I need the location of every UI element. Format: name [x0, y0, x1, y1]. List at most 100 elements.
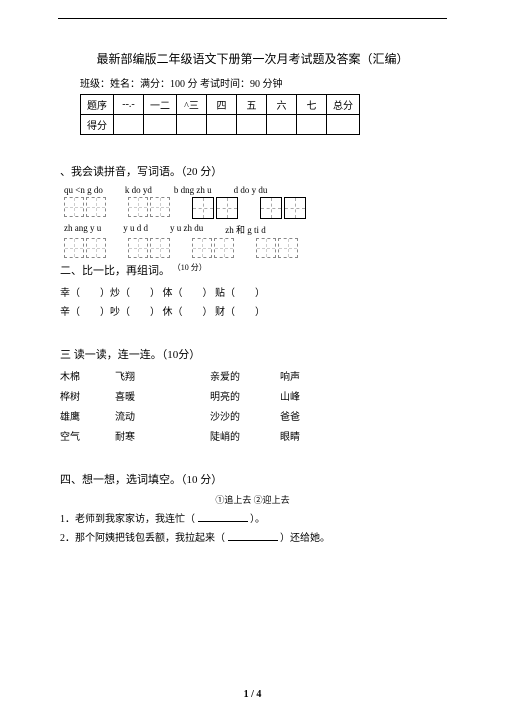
section2-points: （10 分）: [173, 263, 207, 272]
section4-suffix: 分）: [200, 474, 222, 486]
score-table: 题序 --.- 一二 ^三 四 五 六 七 总分 得分: [80, 94, 360, 135]
section4-title: 四、想一想，选词填空。（10 分）: [60, 471, 445, 487]
match-item: 雄鹰: [60, 408, 115, 423]
hanzi-box: [128, 197, 148, 217]
match-grid: 木棉 飞翔 亲爱的 响声 桦树 喜暖 明亮的 山峰 雄鹰 流动 沙沙的 爸爸 空…: [60, 368, 445, 443]
match-item: 响声: [280, 368, 335, 383]
score-unit: 分: [188, 79, 198, 90]
match-row: 木棉 飞翔 亲爱的 响声: [60, 368, 445, 383]
section3-points: 10: [167, 349, 178, 361]
match-row: 雄鹰 流动 沙沙的 爸爸: [60, 408, 445, 423]
hanzi-group: [128, 238, 170, 258]
match-item: 山峰: [280, 388, 335, 403]
hanzi-box: [256, 238, 276, 258]
match-item: 飞翔: [115, 368, 210, 383]
hanzi-group: [64, 197, 106, 219]
hanzi-box: [192, 197, 214, 219]
score-cell: [237, 115, 267, 135]
score-header: 一二: [144, 95, 177, 115]
pinyin-row: qu <n g do k do yd b dng zh u d do y du: [64, 185, 445, 195]
score-cell: [207, 115, 237, 135]
hanzi-box: [86, 238, 106, 258]
match-item: 沙沙的: [210, 408, 280, 423]
match-item: 明亮的: [210, 388, 280, 403]
score-header: 四: [207, 95, 237, 115]
score-cell: [267, 115, 297, 135]
section1-title: 、我会读拼音，写词语。（20 分）: [60, 163, 445, 179]
exam-info: 班级：姓名：满分：100 分 考试时间：90 分钟: [80, 75, 445, 90]
hanzi-group: [192, 238, 234, 258]
match-item: 眼睛: [280, 428, 335, 443]
fill-suffix: ）还给她。: [280, 533, 330, 544]
section4-label: 四、想一想，选词填空。（: [60, 474, 187, 486]
score-cell: [297, 115, 327, 135]
score-header: ^三: [177, 95, 207, 115]
pinyin-item: d do y du: [234, 185, 268, 195]
pinyin-item: k do yd: [125, 185, 152, 195]
compare-item: ）: [255, 288, 265, 299]
table-row: 得分: [81, 115, 360, 135]
fill-line: 1．老师到我家家访，我连忙（ ）。: [60, 510, 445, 525]
hanzi-group: [192, 197, 238, 219]
score-cell: [114, 115, 144, 135]
hanzi-box: [214, 238, 234, 258]
compare-item: 辛（: [60, 307, 80, 318]
hanzi-box: [150, 197, 170, 217]
table-row: 题序 --.- 一二 ^三 四 五 六 七 总分: [81, 95, 360, 115]
score-cell: [177, 115, 207, 135]
fill-text: 1．老师到我家家访，我连忙（: [60, 514, 195, 525]
score-header: 五: [237, 95, 267, 115]
match-item: 空气: [60, 428, 115, 443]
fill-suffix: ）。: [250, 514, 265, 525]
page-number: 1 / 4: [0, 689, 505, 700]
match-item: 木棉: [60, 368, 115, 383]
match-item: 耐寒: [115, 428, 210, 443]
hanzi-box: [216, 197, 238, 219]
time-label: 考试时间：: [198, 79, 251, 90]
compare-item: ）吵（: [100, 307, 130, 318]
blank: [228, 531, 278, 541]
hanzi-group: [256, 238, 298, 258]
match-item: 陡峭的: [210, 428, 280, 443]
section3-title: 三 读一读，连一连。（10分）: [60, 346, 445, 362]
hanzi-box: [86, 197, 106, 217]
hanzi-box: [64, 238, 84, 258]
compare-item: ） 体（: [150, 288, 183, 299]
match-item: 流动: [115, 408, 210, 423]
compare-item: ） 贴（: [203, 288, 236, 299]
pinyin-item: zh ang y u: [64, 223, 101, 236]
pinyin-item: y u zh du: [170, 223, 203, 236]
hanzi-group: [128, 197, 170, 219]
blank: [198, 512, 248, 522]
score-header: 七: [297, 95, 327, 115]
hanzi-box: [64, 197, 84, 217]
compare-item: ） 财（: [203, 307, 236, 318]
time-unit: 分钟: [260, 79, 283, 90]
hanzi-boxes-row: [64, 238, 445, 258]
hanzi-group: [64, 238, 106, 258]
hanzi-group: [260, 197, 306, 219]
compare-row: 辛（ ）吵（ ） 休（ ） 财（ ）: [60, 303, 445, 318]
compare-item: ）炒（: [100, 288, 130, 299]
hanzi-boxes-row: [64, 197, 445, 219]
pinyin-item: y u d d: [123, 223, 148, 236]
section1-label: 、我会读拼音，写词语。（: [60, 166, 187, 178]
full-score: 100: [170, 79, 185, 90]
pinyin-item: zh 和 g ti d: [225, 223, 266, 236]
hanzi-box: [128, 238, 148, 258]
section1-suffix: 分）: [200, 166, 222, 178]
subtitle-prefix: 班级：姓名：满分：: [80, 79, 170, 90]
section3-label: 三 读一读，连一连。（: [60, 349, 167, 361]
pinyin-item: b dng zh u: [174, 185, 212, 195]
pinyin-row: zh ang y u y u d d y u zh du zh 和 g ti d: [64, 223, 445, 236]
section3-suffix: 分）: [178, 349, 200, 361]
compare-row: 幸（ ）炒（ ） 体（ ） 贴（ ）: [60, 284, 445, 299]
hanzi-box: [192, 238, 212, 258]
match-item: 桦树: [60, 388, 115, 403]
compare-item: 幸（: [60, 288, 80, 299]
hanzi-box: [278, 238, 298, 258]
score-header: --.-: [114, 95, 144, 115]
hanzi-box: [260, 197, 282, 219]
page-title: 最新部编版二年级语文下册第一次月考试题及答案（汇编）: [60, 50, 445, 67]
score-header: 六: [267, 95, 297, 115]
